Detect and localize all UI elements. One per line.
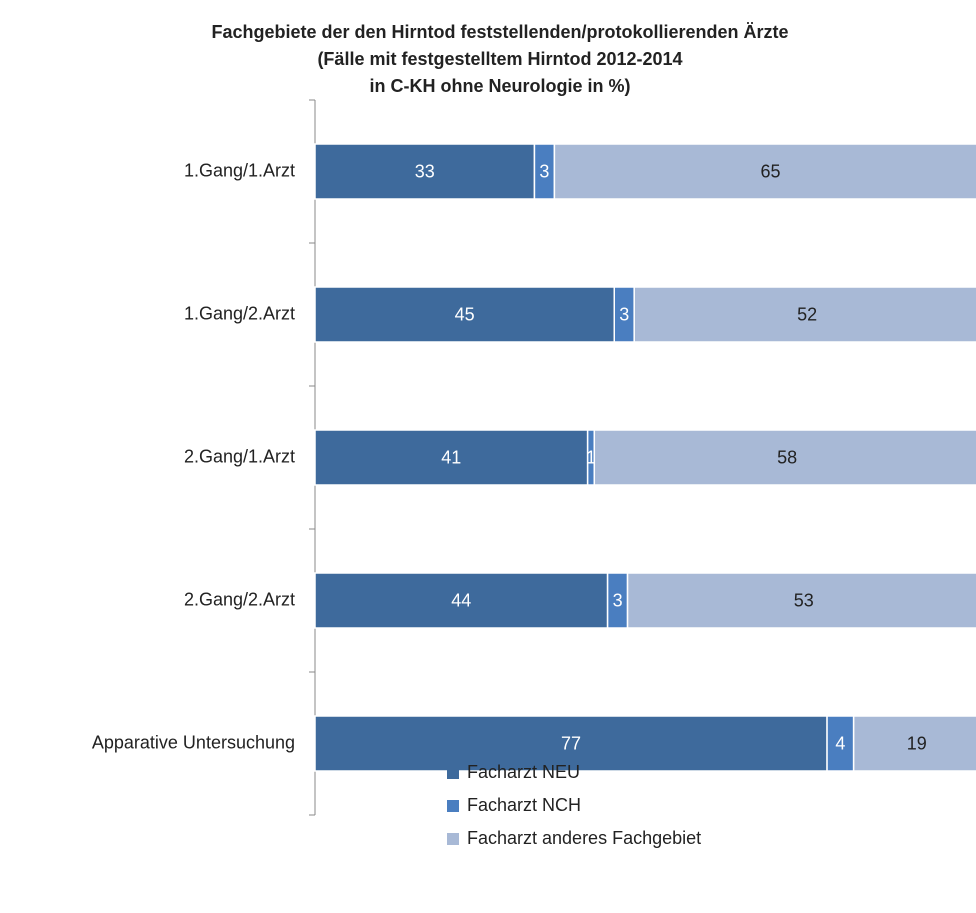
data-label: 77 [561,733,581,753]
chart-title: in C-KH ohne Neurologie in %) [370,76,631,96]
data-label: 44 [451,590,471,610]
data-label: 52 [797,304,817,324]
legend-swatch [447,800,459,812]
bar-segment [314,429,589,486]
data-label: 3 [619,304,629,324]
legend-label: Facharzt anderes Fachgebiet [467,828,701,848]
legend-swatch [447,767,459,779]
bar-segment [314,572,609,629]
data-label: 45 [455,304,475,324]
y-tick-label: 2.Gang/1.Arzt [184,446,295,466]
data-label: 58 [777,447,797,467]
bar-segment [314,715,828,772]
data-label: 41 [441,447,461,467]
y-tick-label: Apparative Untersuchung [92,732,295,752]
data-label: 3 [613,590,623,610]
data-label: 65 [761,161,781,181]
bar-segment [593,429,976,486]
bar-segment [553,143,976,200]
data-label: 4 [835,733,845,753]
chart-title: Fachgebiete der den Hirntod feststellend… [211,22,788,42]
data-label: 1 [586,447,596,467]
bar-segment [852,715,976,772]
data-label: 53 [794,590,814,610]
y-tick-label: 1.Gang/2.Arzt [184,303,295,323]
data-label: 33 [415,161,435,181]
bar-segment [626,572,976,629]
legend-label: Facharzt NEU [467,762,580,782]
legend-label: Facharzt NCH [467,795,581,815]
data-label: 3 [539,161,549,181]
chart-title: (Fälle mit festgestelltem Hirntod 2012-2… [317,49,682,69]
y-tick-label: 1.Gang/1.Arzt [184,160,295,180]
bar-segment [826,715,855,772]
y-tick-label: 2.Gang/2.Arzt [184,589,295,609]
data-label: 19 [907,733,927,753]
bar-segment [633,286,976,343]
legend-swatch [447,833,459,845]
bar-segment [314,143,536,200]
